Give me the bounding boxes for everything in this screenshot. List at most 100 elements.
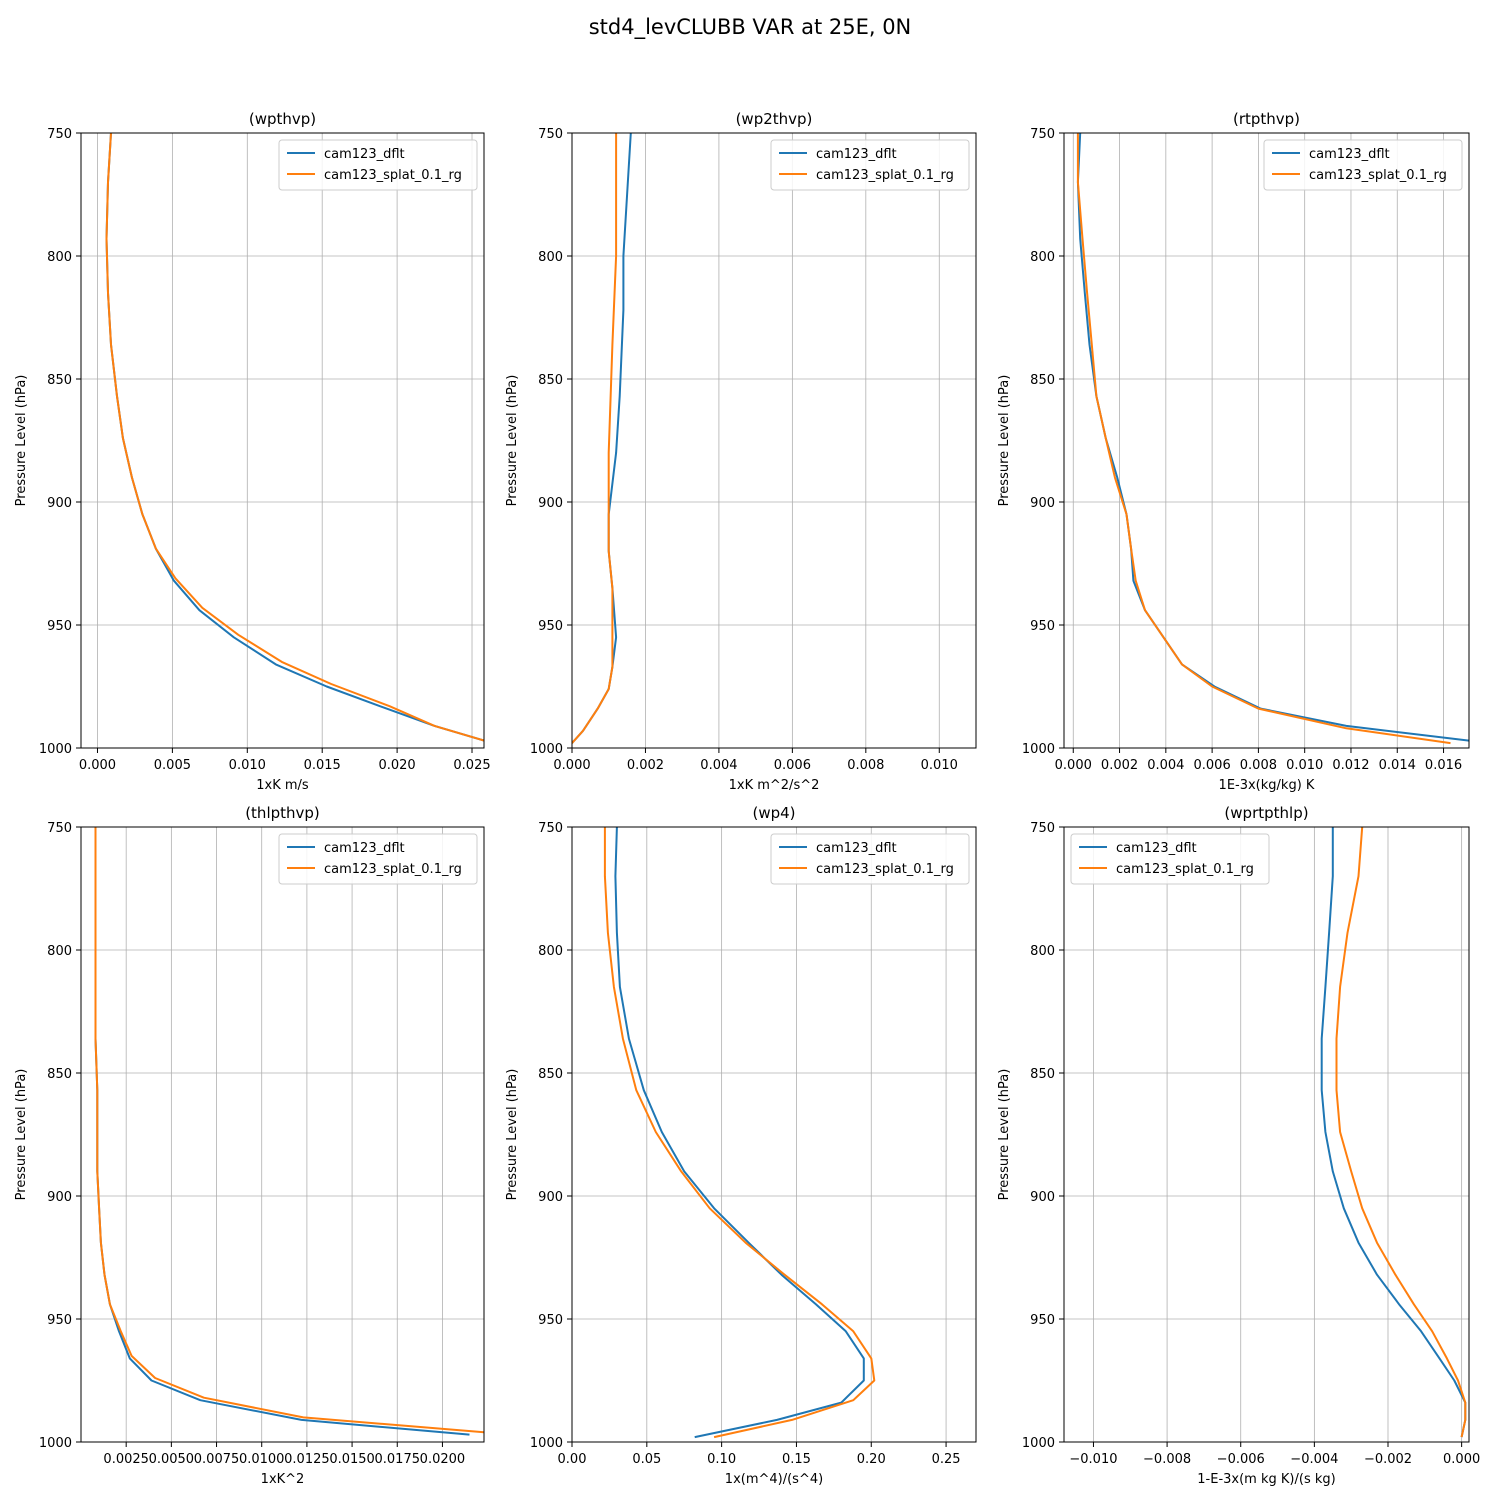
panel-1: 0.000 0.005 0.010 0.015 0.020 0.025 750 800 850 9… xyxy=(14,110,491,793)
y-tick-label: 950 xyxy=(47,619,72,634)
grid xyxy=(1064,132,1469,749)
y-tick-label: 750 xyxy=(1030,821,1055,836)
y-tick-label: 900 xyxy=(538,1190,563,1205)
series-line-cam123_splat_0.1_rg xyxy=(94,827,484,1434)
series-group xyxy=(572,133,632,744)
panel-title: (wpthvp) xyxy=(249,110,316,128)
x-tick-label: 0.20 xyxy=(857,1452,886,1467)
x-tick-label: 0.25 xyxy=(932,1452,961,1467)
grid xyxy=(81,826,484,1443)
x-tick-label: −0.002 xyxy=(1364,1452,1412,1467)
y-axis-label: Pressure Level (hPa) xyxy=(505,375,520,507)
series-line-cam123_dflt xyxy=(105,133,484,742)
x-tick-label: 0.010 xyxy=(1286,758,1323,773)
x-tick-label: −0.006 xyxy=(1217,1452,1265,1467)
y-axis-label: Pressure Level (hPa) xyxy=(14,1069,29,1201)
legend-box xyxy=(1263,139,1463,191)
x-axis-label: 1x(m^4)/(s^4) xyxy=(725,1472,823,1487)
x-tick-label: 0.10 xyxy=(707,1452,736,1467)
legend-box xyxy=(770,833,970,885)
legend: cam123_dflt cam123_splat_0.1_rg xyxy=(1070,833,1270,885)
legend-label: cam123_splat_0.1_rg xyxy=(816,862,954,877)
x-tick-label: 0.0150 xyxy=(329,1452,375,1467)
series-line-cam123_splat_0.1_rg xyxy=(1335,827,1467,1438)
x-tick-label: 0.00 xyxy=(558,1452,587,1467)
y-axis-label: Pressure Level (hPa) xyxy=(997,375,1012,507)
legend-label: cam123_splat_0.1_rg xyxy=(324,168,462,183)
y-tick-label: 750 xyxy=(47,127,72,142)
y-tick-label: 900 xyxy=(1030,496,1055,511)
plot-frame xyxy=(1063,132,1470,749)
y-tick-label: 900 xyxy=(47,1190,72,1205)
x-tick-label: 0.000 xyxy=(1055,758,1092,773)
x-tick-label: 0.0100 xyxy=(239,1452,285,1467)
panel-3: 0.000 0.002 0.004 0.006 0.008 0.010 0.012 0.014… xyxy=(997,110,1470,793)
series-group xyxy=(105,133,484,742)
plot-frame xyxy=(80,826,485,1443)
x-tick-label: 0.004 xyxy=(700,758,737,773)
x-axis-label: 1-E-3x(m kg K)/(s kg) xyxy=(1197,1472,1335,1487)
legend-label: cam123_dflt xyxy=(816,841,897,856)
series-line-cam123_dflt xyxy=(94,827,470,1436)
y-tick-label: 950 xyxy=(1030,619,1055,634)
y-tick-label: 800 xyxy=(1030,944,1055,959)
y-tick-label: 800 xyxy=(1030,250,1055,265)
y-axis-label: Pressure Level (hPa) xyxy=(505,1069,520,1201)
legend-label: cam123_splat_0.1_rg xyxy=(816,168,954,183)
x-tick-label: 0.006 xyxy=(1194,758,1231,773)
y-tick-label: 850 xyxy=(47,373,72,388)
panel-title: (rtpthvp) xyxy=(1233,110,1300,128)
y-tick-label: 850 xyxy=(1030,373,1055,388)
x-tick-label: 0.15 xyxy=(782,1452,811,1467)
x-tick-label: 0.014 xyxy=(1379,758,1416,773)
x-tick-label: 0.025 xyxy=(453,758,490,773)
y-tick-label: 850 xyxy=(1030,1067,1055,1082)
y-tick-label: 1000 xyxy=(39,1436,72,1451)
x-tick-label: 0.002 xyxy=(1101,758,1138,773)
x-tick-label: 0.006 xyxy=(774,758,811,773)
y-tick-label: 950 xyxy=(538,1313,563,1328)
panel-title: (wp4) xyxy=(752,804,795,822)
y-tick-label: 900 xyxy=(47,496,72,511)
panel-5: 0.00 0.05 0.10 0.15 0.20 0.25 750 800 850 900 950 1… xyxy=(505,804,977,1487)
legend-label: cam123_dflt xyxy=(1116,841,1197,856)
legend-label: cam123_dflt xyxy=(324,147,405,162)
y-tick-label: 750 xyxy=(538,821,563,836)
y-tick-label: 750 xyxy=(47,821,72,836)
plot-frame xyxy=(571,132,977,749)
x-tick-label: −0.004 xyxy=(1290,1452,1338,1467)
x-tick-label: −0.010 xyxy=(1069,1452,1117,1467)
y-tick-label: 1000 xyxy=(39,742,72,757)
y-tick-label: 850 xyxy=(538,373,563,388)
y-tick-label: 800 xyxy=(47,944,72,959)
panel-6: −0.010 −0.008 −0.006 −0.004 −0.002 0.000 750 80… xyxy=(997,804,1480,1487)
x-tick-label: 0.020 xyxy=(378,758,415,773)
series-group xyxy=(94,827,484,1436)
y-tick-label: 900 xyxy=(538,496,563,511)
y-tick-label: 1000 xyxy=(530,1436,563,1451)
x-axis-label: 1xK m/s xyxy=(256,778,309,793)
x-tick-label: 0.0050 xyxy=(149,1452,195,1467)
y-tick-label: 1000 xyxy=(530,742,563,757)
legend-label: cam123_splat_0.1_rg xyxy=(1309,168,1447,183)
x-tick-label: 0.000 xyxy=(79,758,116,773)
legend-label: cam123_dflt xyxy=(1309,147,1390,162)
x-axis-label: 1E-3x(kg/kg) K xyxy=(1219,778,1315,793)
x-tick-label: 0.000 xyxy=(553,758,590,773)
x-tick-label: 0.008 xyxy=(1240,758,1277,773)
series-line-cam123_dflt xyxy=(1076,133,1469,742)
series-group xyxy=(603,827,876,1439)
series-line-cam123_dflt xyxy=(572,133,632,744)
legend: cam123_dflt cam123_splat_0.1_rg xyxy=(770,139,970,191)
y-tick-label: 850 xyxy=(47,1067,72,1082)
plot-frame xyxy=(80,132,485,749)
y-tick-label: 800 xyxy=(47,250,72,265)
x-tick-label: −0.008 xyxy=(1143,1452,1191,1467)
y-tick-label: 950 xyxy=(1030,1313,1055,1328)
x-tick-label: 0.05 xyxy=(632,1452,661,1467)
y-tick-label: 950 xyxy=(47,1313,72,1328)
x-tick-label: 0.016 xyxy=(1425,758,1462,773)
legend-label: cam123_dflt xyxy=(324,841,405,856)
x-tick-label: 0.002 xyxy=(627,758,664,773)
legend: cam123_dflt cam123_splat_0.1_rg xyxy=(1263,139,1463,191)
